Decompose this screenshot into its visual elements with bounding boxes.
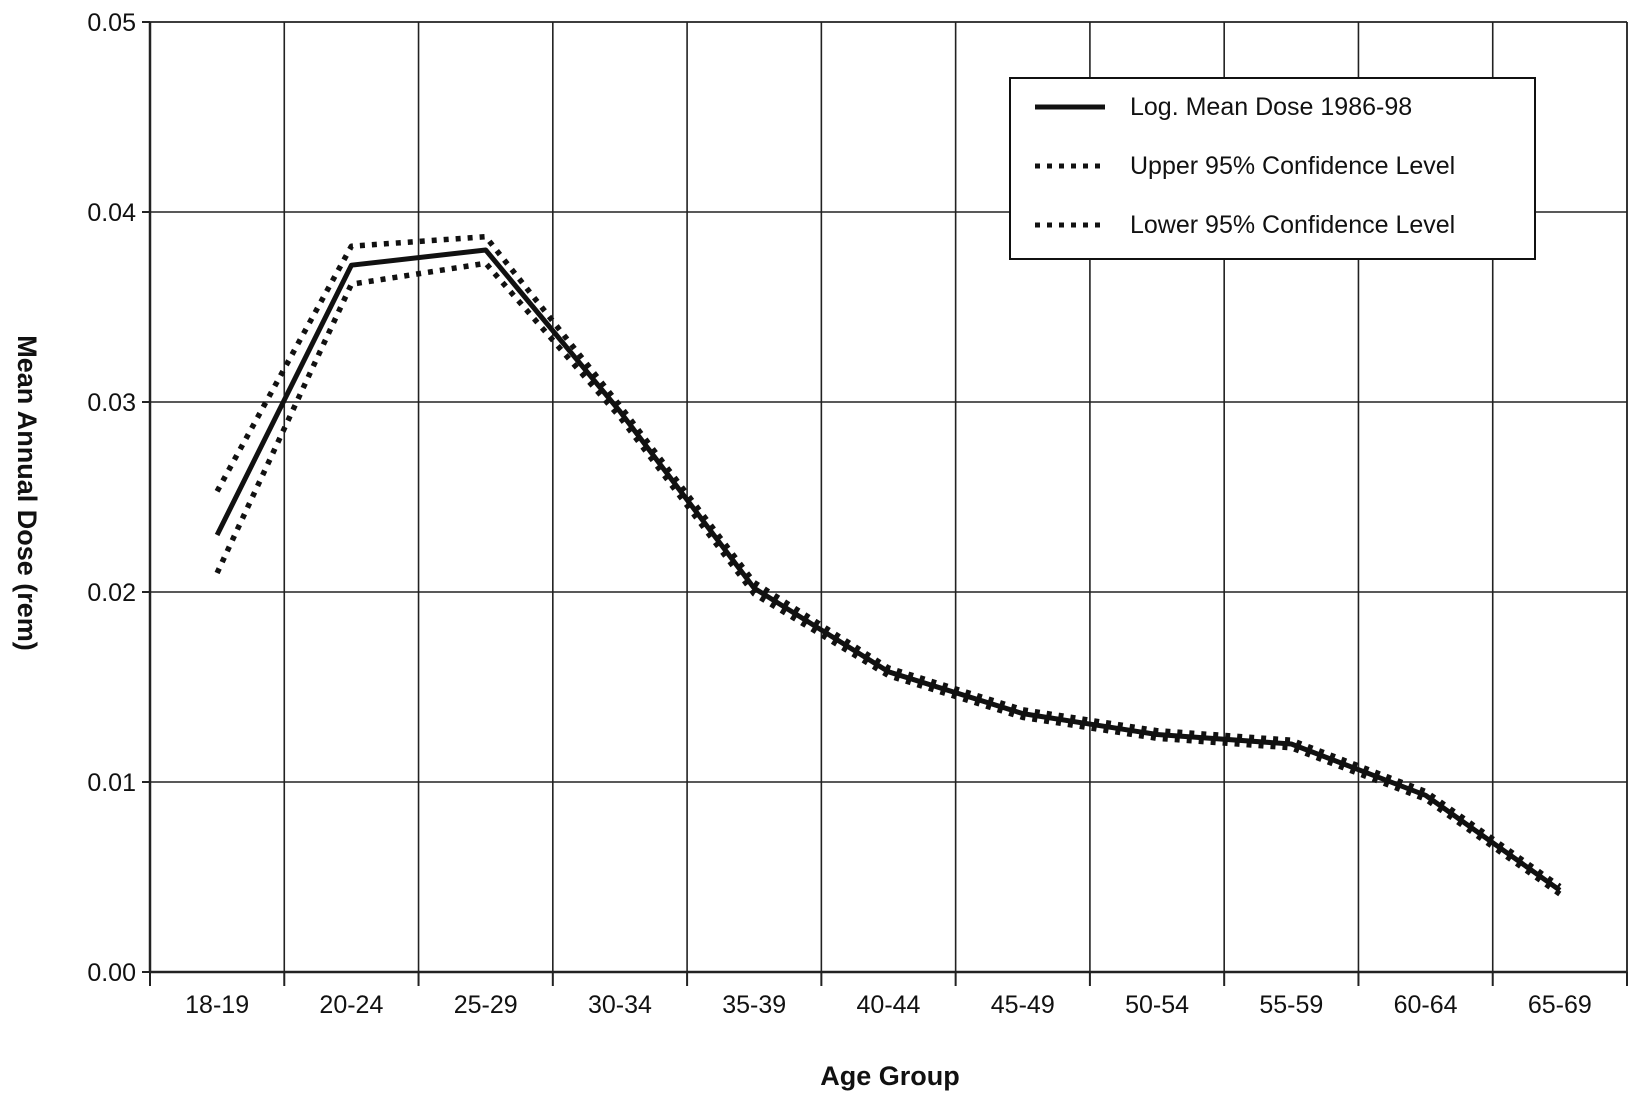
x-tick-label: 25-29 bbox=[454, 991, 518, 1019]
legend-label-lower: Lower 95% Confidence Level bbox=[1130, 211, 1455, 239]
x-tick-label: 20-24 bbox=[319, 991, 383, 1019]
y-tick-label: 0.00 bbox=[87, 959, 136, 987]
axes bbox=[142, 21, 1628, 986]
x-tick-label: 50-54 bbox=[1125, 991, 1189, 1019]
x-tick-label: 60-64 bbox=[1394, 991, 1458, 1019]
legend-label-mean: Log. Mean Dose 1986-98 bbox=[1130, 93, 1412, 121]
y-tick-label: 0.01 bbox=[87, 769, 136, 797]
x-axis-title: Age Group bbox=[820, 1061, 960, 1091]
series-line-1 bbox=[214, 233, 1562, 889]
x-tick-labels: 18-19 20-24 25-29 30-34 35-39 40-44 45-49 50-54… bbox=[185, 991, 1592, 1019]
x-tick-label: 65-69 bbox=[1528, 991, 1592, 1019]
legend-label-upper: Upper 95% Confidence Level bbox=[1130, 152, 1455, 180]
y-tick-label: 0.04 bbox=[87, 199, 136, 227]
y-axis-title: Mean Annual Dose (rem) bbox=[12, 335, 42, 651]
series-lines bbox=[214, 233, 1562, 897]
x-tick-label: 40-44 bbox=[857, 991, 921, 1019]
legend: Log. Mean Dose 1986-98 Upper 95% Confide… bbox=[1009, 77, 1536, 260]
x-tick-label: 30-34 bbox=[588, 991, 652, 1019]
y-tick-label: 0.02 bbox=[87, 579, 136, 607]
series-line-0 bbox=[214, 247, 1562, 893]
y-tick-label: 0.05 bbox=[87, 9, 136, 37]
y-tick-labels: 0.00 0.01 0.02 0.03 0.04 0.05 bbox=[87, 9, 136, 987]
series-line-2 bbox=[214, 260, 1562, 897]
x-tick-label: 55-59 bbox=[1259, 991, 1323, 1019]
x-tick-label: 35-39 bbox=[722, 991, 786, 1019]
x-tick-label: 45-49 bbox=[991, 991, 1055, 1019]
x-tick-label: 18-19 bbox=[185, 991, 249, 1019]
y-tick-label: 0.03 bbox=[87, 389, 136, 417]
